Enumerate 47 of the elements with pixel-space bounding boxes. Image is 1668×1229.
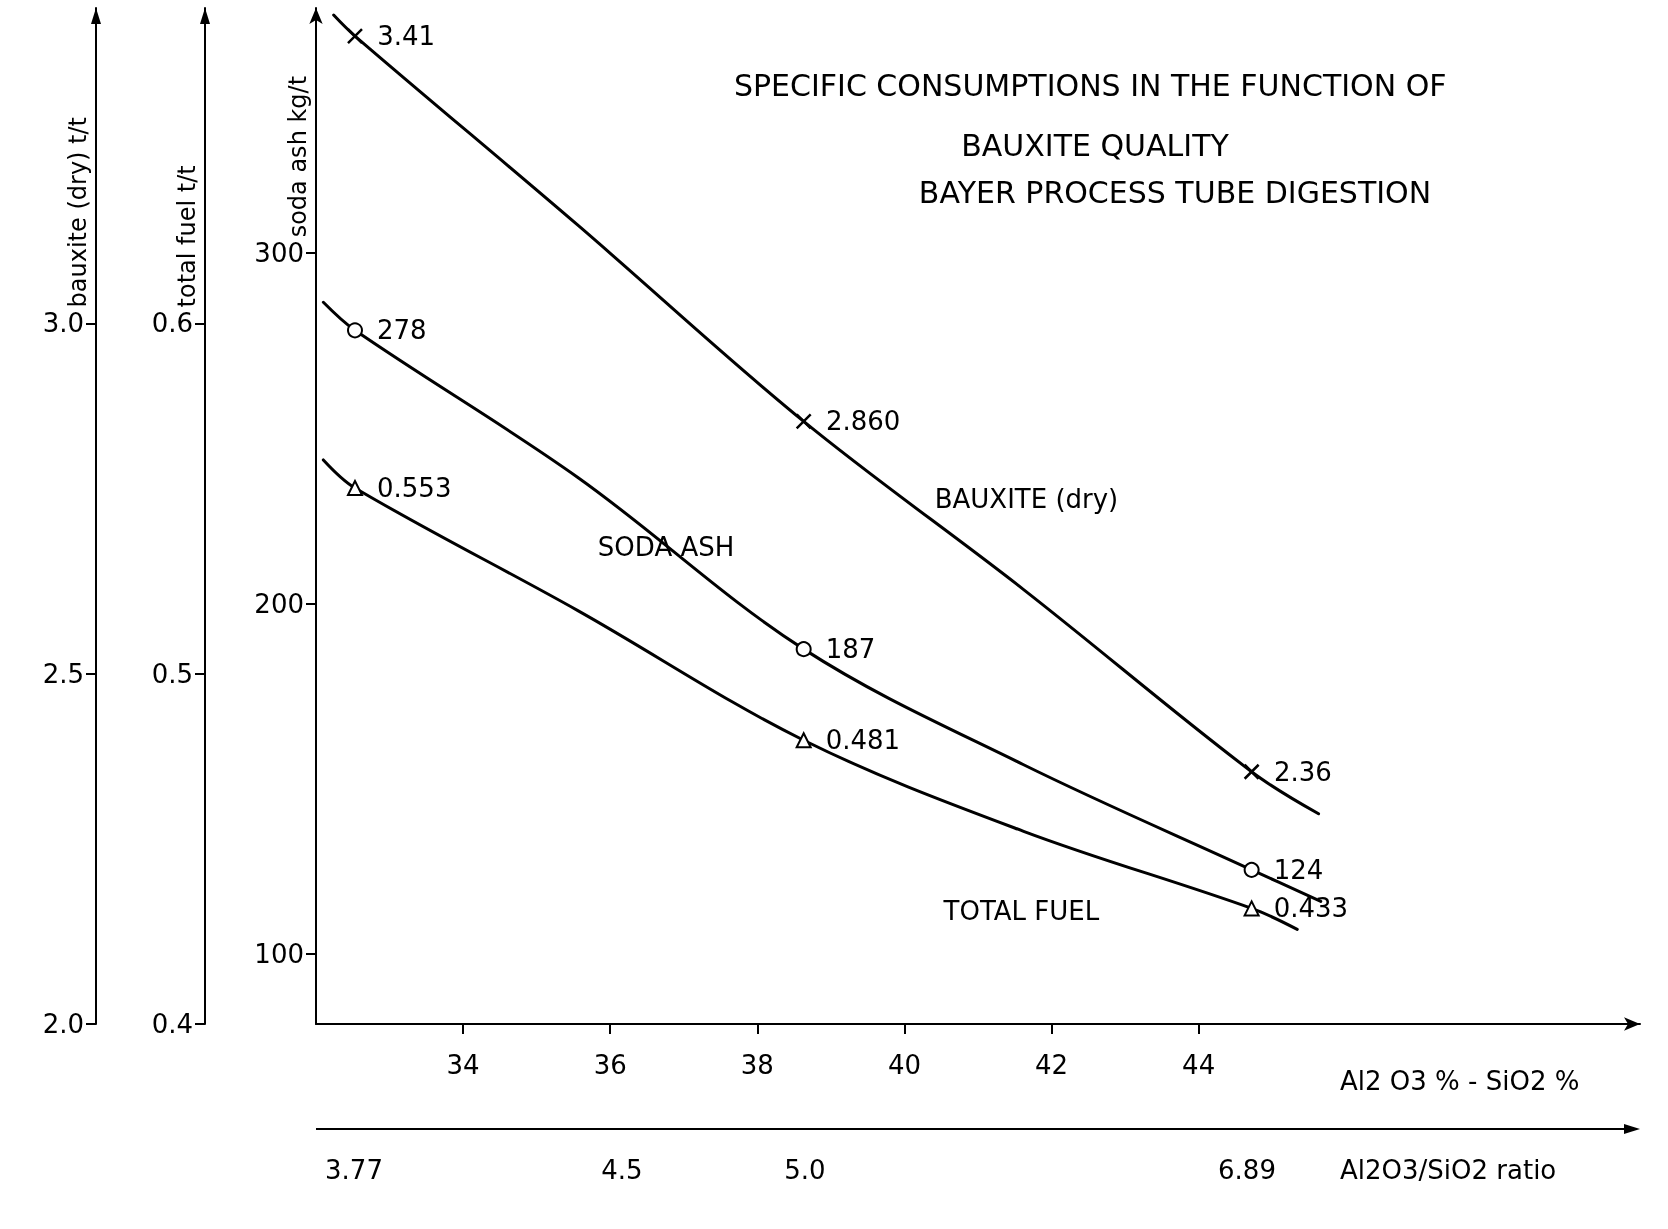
data-label: 278 [376,315,427,346]
y3-axis-title: bauxite (dry) t/t [64,117,92,308]
y-tick-label: 200 [254,588,304,619]
data-label: 2.860 [825,406,901,437]
y3-tick-label: 2.5 [42,658,84,689]
y3-tick-label: 2.0 [42,1009,84,1039]
data-label: 0.433 [1273,893,1349,924]
point [795,641,812,658]
text: 4.5 [601,1155,643,1185]
y2-axis-title: total fuel t/t [173,165,201,308]
point [795,413,812,430]
data-label: 187 [825,634,876,665]
data-label: 3.41 [377,21,436,52]
text: 6.89 [1218,1155,1276,1185]
data-label: 124 [1273,854,1324,885]
y2-tick-label: 0.5 [151,658,193,689]
x-tick-label: 36 [593,1050,627,1080]
y-tick-label: 100 [254,938,304,969]
text: Al2O3/SiO2 ratio [1340,1155,1557,1185]
data-label: 0.481 [825,725,901,756]
text: SPECIFIC CONSUMPTIONS IN THE FUNCTION OF BAUXITE QUALITY [733,67,1457,163]
y2-tick-label: 0.6 [151,308,193,339]
y2-tick-label: 0.4 [151,1009,193,1039]
text: 3.77 [325,1155,383,1185]
point [1243,900,1260,917]
y-tick-label: 300 [254,238,304,269]
x-tick-label: 42 [1035,1050,1069,1080]
text: 5.0 [784,1155,826,1185]
x-axis-title: Al2 O3 % - SiO2 % [1340,1066,1580,1096]
data-label: 0.553 [376,472,452,503]
x-tick-label: 38 [740,1050,774,1080]
point [347,322,363,339]
point [346,479,363,496]
x-tick-label: 44 [1182,1050,1216,1080]
x-tick-label: 40 [887,1050,921,1080]
series-label: SODA ASH [597,532,735,563]
data-label: 2.36 [1273,756,1332,787]
series-label: TOTAL FUEL [942,896,1100,927]
x-tick-label: 34 [446,1050,480,1080]
y3-tick-label: 3.0 [42,308,84,339]
text: BAYER PROCESS TUBE DIGESTION [918,174,1432,210]
y-axis-title: soda ash kg/t [284,75,312,238]
point [795,732,812,749]
point [1243,763,1260,780]
series-label: BAUXITE (dry) [934,484,1119,515]
point [1243,861,1260,878]
point [346,27,364,45]
